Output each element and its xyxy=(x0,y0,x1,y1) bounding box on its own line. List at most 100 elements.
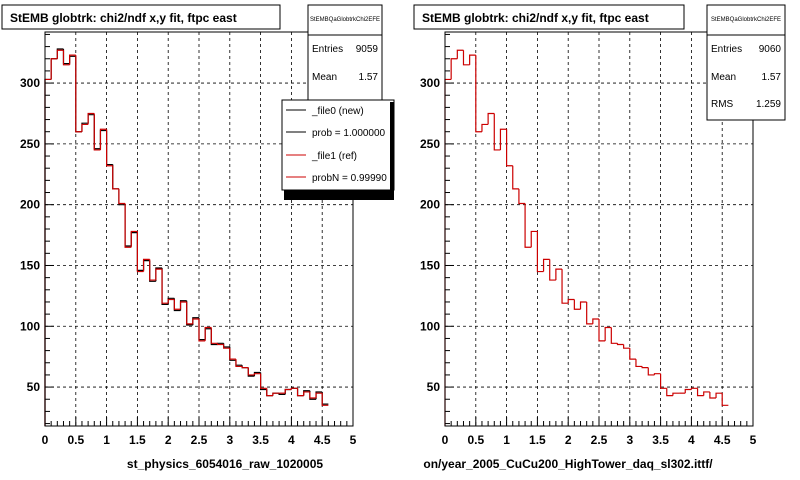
l-x-tick-label: 4.5 xyxy=(314,433,331,447)
l-x-tick-label: 0.5 xyxy=(67,433,84,447)
r-histogram-bin xyxy=(715,392,723,399)
l-histogram-bin xyxy=(198,318,206,342)
r-histogram-bin xyxy=(598,318,606,342)
right-stats-entries-value: 9060 xyxy=(759,44,782,55)
r-histogram-bin xyxy=(530,230,538,248)
l-histogram-bin xyxy=(192,318,199,324)
r-x-tick-label: 4 xyxy=(688,433,695,447)
r-histogram-bin xyxy=(604,326,612,341)
r-histogram-bin xyxy=(475,55,482,133)
l-histogram-bin xyxy=(260,373,267,389)
l-histogram-bin xyxy=(161,269,169,304)
r-histogram-bin xyxy=(518,188,526,205)
l-histogram-bin xyxy=(75,55,82,133)
right-stats-rms-label: RMS xyxy=(711,99,734,110)
right-ticks xyxy=(444,33,754,426)
l-histogram-bin xyxy=(204,326,212,341)
r-histogram-bin xyxy=(573,299,581,310)
l-histogram-bin xyxy=(235,359,243,368)
right-chart-title: StEMB globtrk: chi2/ndf x,y fit, ftpc ea… xyxy=(422,11,649,25)
l-histogram-bin xyxy=(186,301,193,325)
right-y-tick-labels: 50 100 150 200 250 300 xyxy=(420,76,440,394)
r-histogram-bin xyxy=(616,343,624,346)
l-y-tick-label: 50 xyxy=(27,380,41,394)
left-stats-box: StEMBQaGlobtrkChi2EFE Entries 9059 Mean … xyxy=(307,4,383,101)
r-histogram-bin xyxy=(487,112,495,125)
l-y-tick-label: 150 xyxy=(20,258,40,272)
right-stats-rms-value: 1.259 xyxy=(756,99,781,110)
r-histogram-bin xyxy=(506,129,513,167)
l-histogram-bin xyxy=(309,391,317,399)
r-x-tick-label: 0 xyxy=(442,433,449,447)
r-histogram-bin xyxy=(586,301,593,325)
r-histogram-bin xyxy=(666,388,673,397)
left-chart-title: StEMB globtrk: chi2/ndf x,y fit, ftpc ea… xyxy=(10,11,237,25)
left-stats-name: StEMBQaGlobtrkChi2EFE xyxy=(310,17,380,23)
legend-label-prob: prob = 1.000000 xyxy=(312,128,386,139)
r-histogram-bin xyxy=(623,344,630,349)
l-histogram-bin xyxy=(112,165,119,190)
l-x-tick-label: 0 xyxy=(42,433,49,447)
r-histogram-bin xyxy=(524,203,532,248)
l-histogram-bin xyxy=(124,203,132,248)
right-panel: 0 0.5 1 1.5 2 2.5 3 3.5 4 4.5 5 50100150200250300 … xyxy=(413,4,786,471)
r-histogram-bin xyxy=(709,391,717,399)
r-histogram-bin xyxy=(450,58,458,80)
r-histogram-bin xyxy=(635,359,643,368)
l-histogram-bin xyxy=(99,128,107,150)
right-x-tick-labels: 0 0.5 1 1.5 2 2.5 3 3.5 4 4.5 5 xyxy=(442,433,757,447)
l-y-tick-label: 250 xyxy=(20,137,40,151)
l-x-tick-label: 2 xyxy=(165,433,172,447)
r-x-tick-label: 1 xyxy=(503,433,510,447)
l-x-tick-label: 5 xyxy=(350,433,357,447)
l-y-tick-label: 200 xyxy=(20,198,40,212)
r-histogram-bin xyxy=(672,392,680,396)
r-histogram-bin xyxy=(555,268,563,281)
r-histogram-bin xyxy=(462,50,470,66)
left-stats-mean-value: 1.57 xyxy=(359,72,379,83)
legend-label-new: _file0 (new) xyxy=(311,106,364,117)
l-histogram-bin xyxy=(253,373,261,375)
l-x-tick-label: 2.5 xyxy=(191,433,208,447)
l-histogram-bin xyxy=(272,392,280,396)
l-histogram-bin xyxy=(81,123,89,132)
r-histogram-bin xyxy=(493,113,501,151)
l-histogram-bin xyxy=(118,188,126,205)
r-y-tick-label: 250 xyxy=(420,137,440,151)
left-plot-area xyxy=(45,32,353,426)
r-y-tick-label: 50 xyxy=(427,380,441,394)
r-histogram-bin xyxy=(647,367,655,376)
r-x-tick-label: 1.5 xyxy=(529,433,546,447)
l-x-tick-label: 4 xyxy=(288,433,295,447)
right-stats-box: StEMBQaGlobtrkChi2EFE Entries 9060 Mean … xyxy=(706,4,786,121)
l-histogram-bin xyxy=(106,129,113,167)
l-x-tick-label: 1.5 xyxy=(129,433,146,447)
l-histogram-bin xyxy=(136,231,144,273)
l-histogram-bin xyxy=(321,393,329,406)
l-x-tick-label: 3.5 xyxy=(252,433,269,447)
l-histogram-bin xyxy=(296,388,304,397)
right-plot-area xyxy=(445,32,753,426)
legend-label-probn: probN = 0.99990 xyxy=(312,173,387,184)
l-histogram-bin xyxy=(241,366,249,369)
l-histogram-bin xyxy=(229,348,236,360)
r-x-tick-label: 0.5 xyxy=(467,433,484,447)
l-x-tick-label: 1 xyxy=(103,433,110,447)
legend: _file0 (new) prob = 1.000000 _file1 (ref… xyxy=(281,99,395,200)
l-histogram-bin xyxy=(247,367,255,376)
l-histogram-bin xyxy=(173,299,181,310)
l-histogram-bin xyxy=(142,258,150,272)
r-histogram-bin xyxy=(456,49,464,59)
l-histogram-bin xyxy=(315,392,323,399)
l-histogram-bin xyxy=(69,54,76,65)
left-histograms xyxy=(44,48,329,426)
r-histogram-bin xyxy=(684,388,692,394)
r-x-tick-label: 4.5 xyxy=(714,433,731,447)
r-x-tick-label: 3 xyxy=(626,433,633,447)
r-histogram-bin xyxy=(660,373,667,389)
left-x-axis-title: st_physics_6054016_raw_1020005 xyxy=(127,457,323,471)
l-histogram-bin xyxy=(149,259,156,281)
r-x-tick-label: 2.5 xyxy=(591,433,608,447)
l-histogram-bin xyxy=(93,113,101,151)
